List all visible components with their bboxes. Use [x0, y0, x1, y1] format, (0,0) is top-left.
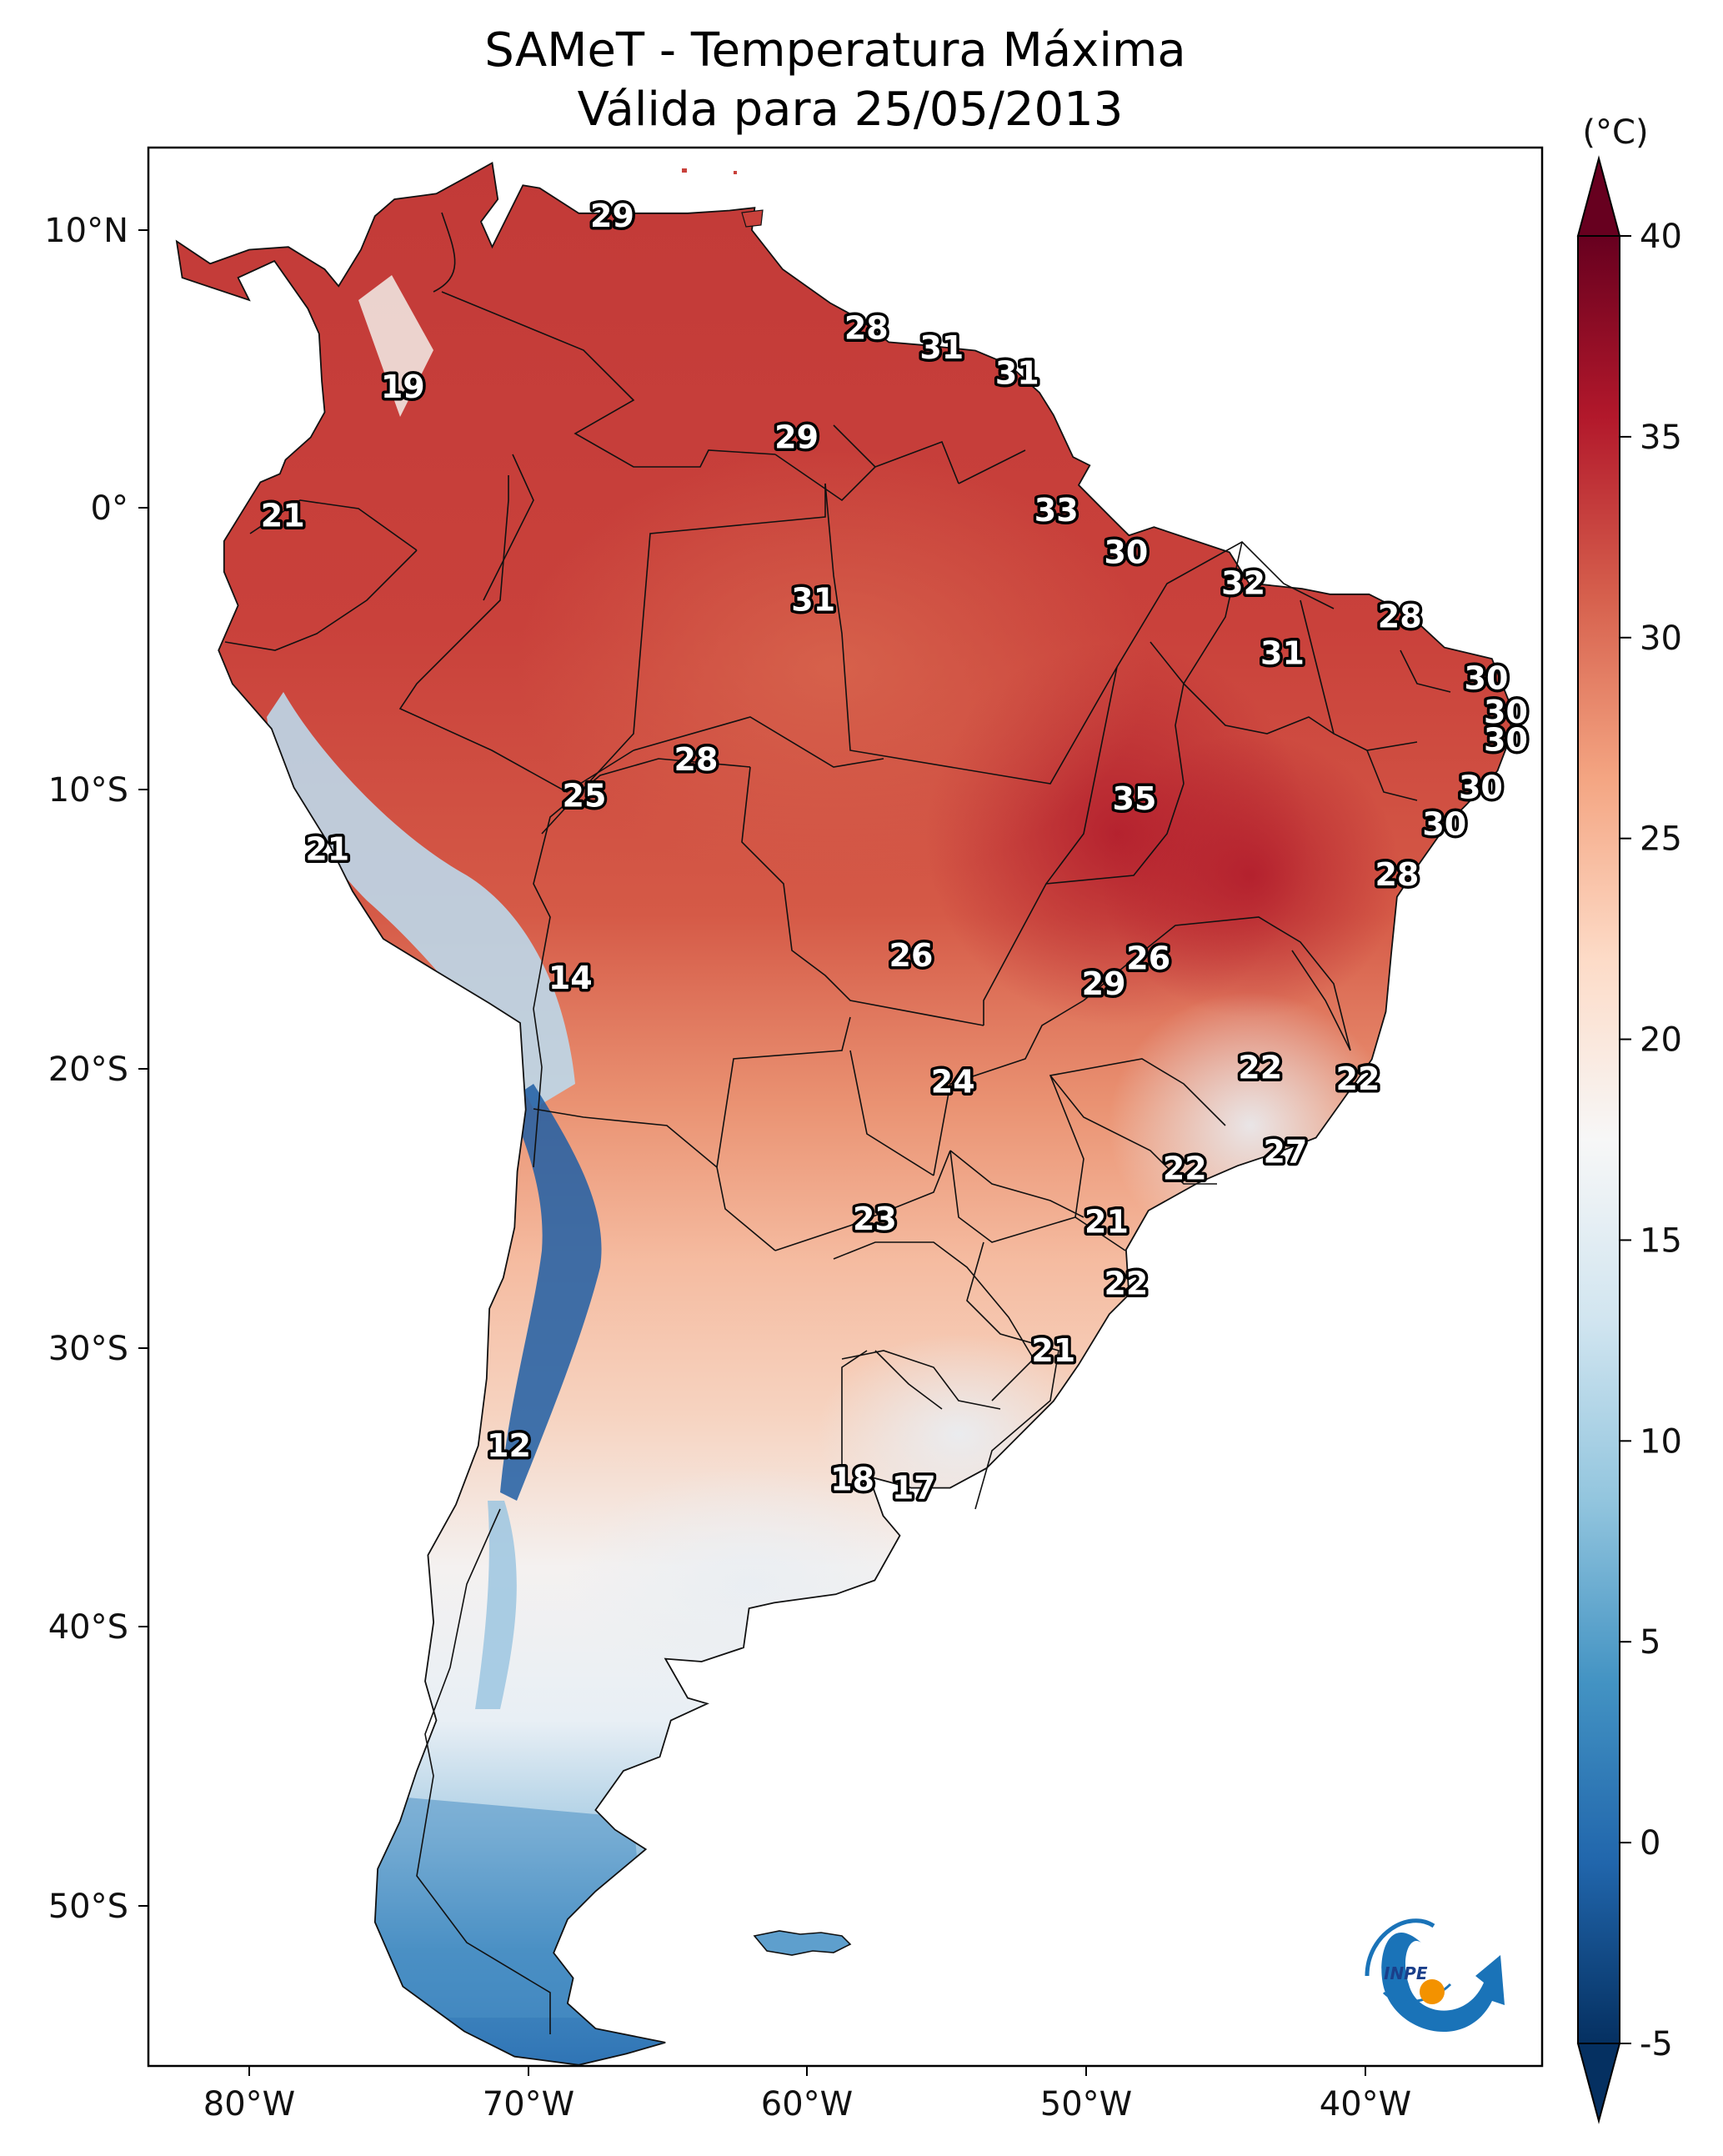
- x-tick-label-40w: 40°W: [1320, 2085, 1411, 2123]
- colorbar-tick-label: 25: [1640, 820, 1682, 859]
- x-tick-label-60w: 60°W: [761, 2085, 853, 2123]
- temperature-value-label: 18: [830, 1462, 874, 1498]
- colorbar-tick-label: 15: [1640, 1221, 1682, 1260]
- x-tick-label-50w: 50°W: [1040, 2085, 1132, 2123]
- temperature-value-label: 12: [487, 1427, 531, 1464]
- temperature-value-label: 35: [1113, 780, 1157, 817]
- colorbar-tick-label: 0: [1640, 1824, 1660, 1863]
- y-tick-label-10n: 10°N: [44, 212, 128, 250]
- colorbar-min-extension: [1576, 2043, 1621, 2124]
- colorbar: (°C) 40 35 30 25 20 15 10 5 0 -5: [1576, 113, 1682, 2124]
- temperature-value-label: 30: [1104, 534, 1148, 570]
- y-tick-0: 0°: [91, 489, 148, 528]
- temperature-value-label: 30: [1484, 722, 1528, 759]
- y-tick-30s: 30°S: [48, 1330, 148, 1368]
- temperature-value-label: 28: [844, 310, 889, 347]
- temperature-value-label: 19: [381, 369, 425, 405]
- temperature-value-label: 14: [548, 960, 593, 996]
- temperature-value-label: 29: [1082, 965, 1126, 1002]
- y-tick-10s: 10°S: [48, 771, 148, 810]
- temperature-value-label: 30: [1484, 694, 1528, 730]
- temperature-value-label: 31: [1260, 634, 1305, 671]
- colorbar-units: (°C): [1582, 113, 1648, 152]
- temperature-value-label: 31: [919, 329, 964, 366]
- colorbar-max-extension: [1576, 155, 1621, 237]
- temperature-value-label: 31: [791, 582, 835, 619]
- colorbar-tick-label: 40: [1640, 218, 1682, 256]
- temperature-value-label: 25: [563, 778, 607, 815]
- y-tick-10n: 10°N: [44, 212, 148, 250]
- x-tick-40w: 40°W: [1320, 2066, 1411, 2123]
- x-tick-label-80w: 80°W: [203, 2085, 295, 2123]
- temperature-value-label: 28: [674, 741, 719, 778]
- title-line-2: Válida para 25/05/2013: [578, 83, 1124, 137]
- colorbar-tick-label: 35: [1640, 419, 1682, 457]
- temperature-value-label: 28: [1378, 599, 1422, 635]
- y-tick-label-10s: 10°S: [48, 771, 128, 810]
- temperature-value-label: 22: [1336, 1060, 1380, 1097]
- temperature-value-label: 29: [590, 198, 634, 234]
- falkland-islands: [753, 1930, 852, 1956]
- temperature-value-label: 21: [1084, 1203, 1129, 1240]
- temperature-value-label: 28: [1375, 856, 1419, 893]
- colorbar-tick-label: 10: [1640, 1422, 1682, 1461]
- y-tick-label-40s: 40°S: [48, 1608, 128, 1647]
- x-tick-70w: 70°W: [483, 2066, 574, 2123]
- colorbar-bar: [1577, 235, 1620, 2044]
- country-borders: [224, 212, 1451, 2034]
- temperature-value-label: 17: [892, 1470, 936, 1507]
- temperature-value-label: 21: [1031, 1332, 1075, 1369]
- title-line-1: SAMeT - Temperatura Máxima: [484, 23, 1186, 78]
- x-tick-label-70w: 70°W: [483, 2085, 574, 2123]
- y-tick-label-20s: 20°S: [48, 1050, 128, 1089]
- inpe-logo: INPE: [1365, 1918, 1505, 2033]
- y-tick-label-50s: 50°S: [48, 1888, 128, 1926]
- x-tick-60w: 60°W: [761, 2066, 853, 2123]
- y-tick-label-30s: 30°S: [48, 1330, 128, 1368]
- temperature-value-label: 33: [1034, 492, 1079, 529]
- temperature-value-label: 29: [774, 419, 819, 456]
- inpe-logo-mark: [1365, 1918, 1505, 2033]
- y-tick-label-0: 0°: [91, 489, 128, 528]
- temperature-value-label: 26: [889, 937, 934, 974]
- temperature-value-label: 32: [1221, 564, 1265, 601]
- colorbar-tick-label: -5: [1640, 2025, 1673, 2063]
- x-tick-50w: 50°W: [1040, 2066, 1132, 2123]
- temperature-value-label: 31: [995, 354, 1039, 391]
- x-axis: 80°W 70°W 60°W 50°W 40°W: [203, 2066, 1411, 2123]
- x-tick-80w: 80°W: [203, 2066, 295, 2123]
- y-axis: 10°N 0° 10°S 20°S 30°S 40°S 50°S: [44, 212, 148, 1926]
- colorbar-tick-label: 20: [1640, 1021, 1682, 1060]
- temperature-value-label: 22: [1163, 1151, 1207, 1187]
- colorbar-tick-label: 30: [1640, 619, 1682, 658]
- temperature-value-label: 24: [931, 1063, 975, 1100]
- temperature-value-label: 26: [1126, 940, 1170, 977]
- temperature-value-label: 21: [261, 498, 305, 534]
- inpe-logo-text: INPE: [1384, 1963, 1428, 1983]
- temperature-value-label: 23: [853, 1201, 897, 1237]
- temperature-value-label: 27: [1263, 1133, 1307, 1170]
- temperature-value-label: 22: [1104, 1265, 1148, 1301]
- temperature-value-label: 30: [1422, 805, 1466, 842]
- temperature-value-label: 30: [1465, 660, 1509, 697]
- y-tick-40s: 40°S: [48, 1608, 148, 1647]
- y-tick-20s: 20°S: [48, 1050, 148, 1089]
- caribbean-islands: [682, 168, 764, 228]
- colorbar-ticks: 40 35 30 25 20 15 10 5 0 -5: [1620, 218, 1682, 2063]
- y-tick-50s: 50°S: [48, 1888, 148, 1926]
- temperature-value-label: 21: [305, 831, 349, 868]
- temperature-value-label: 30: [1459, 770, 1503, 806]
- colorbar-tick-label: 5: [1640, 1623, 1660, 1662]
- temperature-value-label: 22: [1238, 1050, 1282, 1086]
